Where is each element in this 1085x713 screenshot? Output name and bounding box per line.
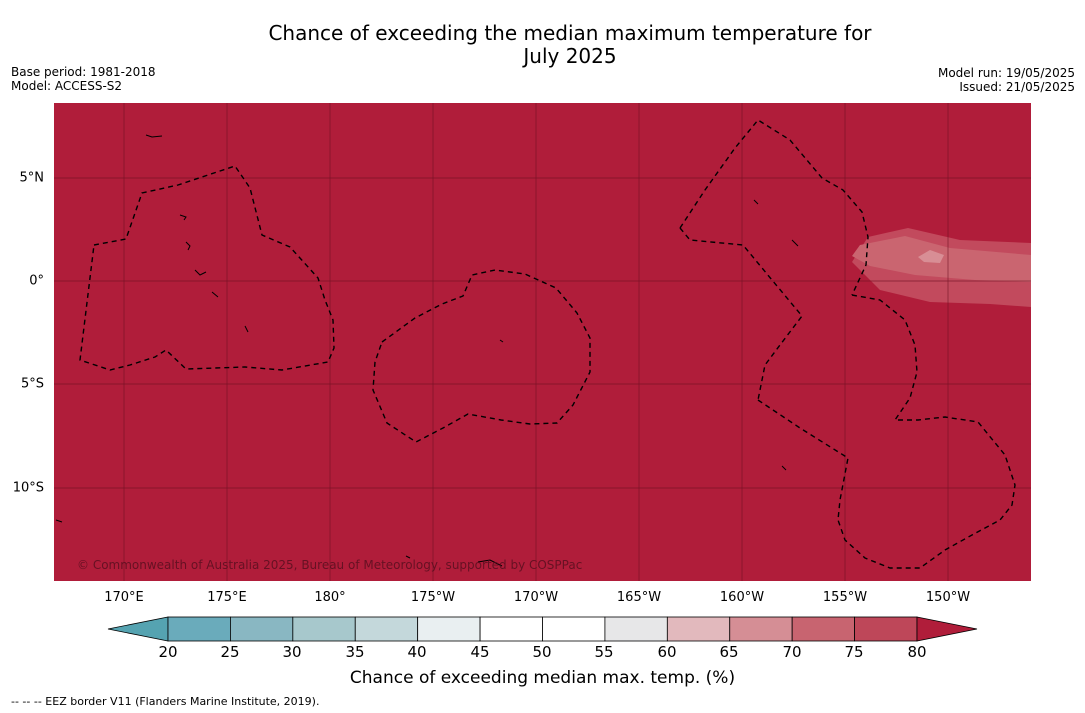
lat-tick-3: 10°S	[12, 480, 44, 496]
title-line-2: July 2025	[523, 44, 617, 68]
model-name: Model: ACCESS-S2	[11, 79, 123, 93]
title-line-1: Chance of exceeding the median maximum t…	[268, 21, 872, 45]
colorbar-bin-9	[729, 616, 793, 642]
island-11	[477, 559, 503, 567]
map-background	[54, 103, 1031, 581]
base-period: Base period: 1981-2018	[11, 65, 156, 79]
lon-tick-2: 180°	[314, 590, 346, 605]
colorbar-under-triangle	[107, 616, 169, 642]
colorbar-tick-11: 75	[844, 643, 864, 661]
eez-borders	[79, 119, 1016, 569]
island-10	[781, 465, 787, 471]
colorbar-tick-5: 45	[470, 643, 490, 661]
colorbar-tick-8: 60	[657, 643, 677, 661]
colorbar	[107, 616, 978, 642]
lon-tick-1: 175°E	[207, 590, 247, 605]
colorbar-tick-6: 50	[532, 643, 552, 661]
island-13	[405, 555, 411, 559]
eez-line-west	[679, 227, 803, 401]
island-3	[185, 241, 191, 251]
island-outlines	[55, 134, 799, 567]
graticule	[54, 103, 1031, 581]
colorbar-bin-4	[417, 616, 481, 642]
island-2	[179, 214, 187, 221]
island-6	[244, 325, 249, 333]
colorbar-bin-6	[542, 616, 606, 642]
lon-tick-8: 150°W	[925, 590, 971, 605]
colorbar-label: Chance of exceeding median max. temp. (%…	[349, 668, 736, 688]
colorbar-bins	[167, 616, 918, 642]
colorbar-tick-4: 40	[407, 643, 427, 661]
eez-cook-french-boundary	[837, 294, 1016, 569]
eez-kiribati-gilbert	[79, 165, 335, 371]
lon-tick-3: 175°W	[410, 590, 456, 605]
colorbar-bin-8	[666, 616, 731, 642]
colorbar-bin-7	[604, 616, 668, 642]
copyright-notice: © Commonwealth of Australia 2025, Bureau…	[77, 558, 583, 572]
lon-tick-5: 165°W	[616, 590, 662, 605]
issued-date: Issued: 21/05/2025	[959, 80, 1075, 94]
colorbar-tick-1: 25	[220, 643, 240, 661]
island-12	[55, 519, 63, 523]
eez-kiribati-line-north	[679, 119, 869, 296]
eez-tokelau-area	[372, 269, 591, 443]
footnote-eez-source: -- -- -- EEZ border V11 (Flanders Marine…	[11, 695, 320, 708]
lon-tick-6: 160°W	[719, 590, 765, 605]
colorbar-bin-3	[354, 616, 419, 642]
island-1	[145, 134, 163, 138]
lon-tick-0: 170°E	[104, 590, 144, 605]
island-7	[499, 339, 504, 343]
map-title: Chance of exceeding the median maximum t…	[200, 22, 940, 68]
colorbar-tick-3: 35	[345, 643, 365, 661]
colorbar-tick-2: 30	[282, 643, 302, 661]
eez-line-south-join	[757, 399, 849, 521]
colorbar-bin-1	[230, 616, 294, 642]
colorbar-bin-5	[479, 616, 543, 642]
lon-tick-4: 170°W	[513, 590, 559, 605]
meta-right: Model run: 19/05/2025 Issued: 21/05/2025	[938, 66, 1075, 94]
island-8	[753, 199, 759, 205]
meta-left: Base period: 1981-2018 Model: ACCESS-S2	[11, 65, 156, 93]
colorbar-tick-10: 70	[782, 643, 802, 661]
island-5	[211, 291, 219, 298]
lat-tick-0: 5°N	[19, 170, 45, 186]
colorbar-tick-12: 80	[907, 643, 927, 661]
colorbar-tick-0: 20	[158, 643, 178, 661]
colorbar-bin-0	[167, 616, 231, 642]
colorbar-bin-2	[292, 616, 356, 642]
lat-tick-1: 0°	[29, 273, 44, 289]
colorbar-tick-7: 55	[594, 643, 614, 661]
colorbar-bin-11	[854, 616, 918, 642]
model-run: Model run: 19/05/2025	[937, 66, 1075, 80]
plume-60-65	[918, 250, 944, 263]
colorbar-bin-10	[791, 616, 855, 642]
colorbar-over-triangle	[916, 616, 978, 642]
island-9	[791, 239, 799, 247]
island-4	[194, 269, 207, 276]
colorbar-tick-9: 65	[719, 643, 739, 661]
lat-tick-2: 5°S	[20, 376, 44, 392]
lon-tick-7: 155°W	[822, 590, 868, 605]
